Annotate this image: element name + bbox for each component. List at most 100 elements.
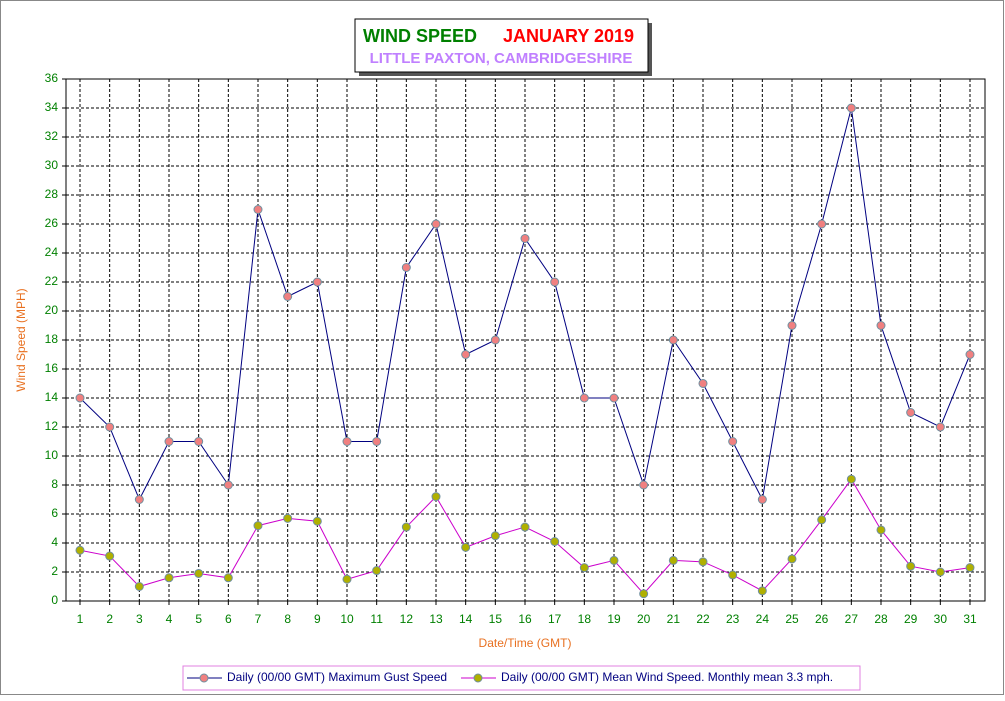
y-axis-label: Wind Speed (MPH) [14, 288, 28, 391]
data-point [935, 567, 945, 577]
x-tick-label: 25 [785, 612, 799, 626]
data-point [906, 561, 916, 571]
x-tick-label: 14 [459, 612, 473, 626]
y-tick-label: 34 [45, 100, 59, 114]
title-box [354, 18, 649, 73]
y-tick-label: 22 [45, 274, 59, 288]
x-tick-label: 3 [136, 612, 143, 626]
data-point [342, 574, 352, 584]
x-tick-label: 15 [489, 612, 503, 626]
x-tick-label: 17 [548, 612, 562, 626]
data-point [817, 515, 827, 525]
data-point [164, 437, 174, 446]
y-tick-label: 0 [51, 593, 58, 607]
y-tick-label: 28 [45, 187, 59, 201]
data-point [223, 480, 233, 490]
x-tick-label: 13 [429, 612, 443, 626]
x-axis-label: Date/Time (GMT) [479, 636, 572, 650]
data-point [520, 234, 530, 243]
data-point [639, 589, 649, 599]
y-tick-label: 12 [45, 419, 59, 433]
x-tick-label: 31 [963, 612, 977, 626]
x-tick-label: 29 [904, 612, 918, 626]
data-point [223, 573, 233, 583]
y-tick-label: 24 [45, 245, 59, 259]
data-point [194, 437, 204, 446]
data-point [757, 586, 767, 596]
x-tick-label: 10 [340, 612, 354, 626]
data-point [520, 522, 530, 532]
data-point [312, 516, 322, 526]
y-tick-label: 36 [45, 71, 59, 85]
data-point [283, 292, 293, 301]
data-point [253, 205, 263, 214]
y-tick-label: 26 [45, 216, 59, 230]
x-tick-label: 12 [400, 612, 414, 626]
x-tick-label: 30 [934, 612, 948, 626]
y-tick-label: 20 [45, 303, 59, 317]
legend-marker [199, 673, 209, 683]
x-tick-label: 26 [815, 612, 829, 626]
x-tick-label: 4 [166, 612, 173, 626]
data-point [105, 422, 115, 432]
data-point [75, 393, 85, 403]
data-point [342, 437, 352, 446]
data-point [965, 563, 975, 573]
data-point [461, 350, 471, 359]
y-tick-label: 4 [51, 535, 58, 549]
data-point [965, 350, 975, 359]
data-point [698, 557, 708, 567]
x-tick-label: 18 [578, 612, 592, 626]
data-point [105, 551, 115, 561]
x-tick-label: 8 [284, 612, 291, 626]
x-tick-label: 6 [225, 612, 232, 626]
data-point [668, 335, 678, 345]
data-point [668, 555, 678, 565]
data-point [431, 492, 441, 502]
data-point [550, 537, 560, 547]
data-point [639, 480, 649, 490]
x-tick-label: 22 [696, 612, 710, 626]
data-point [372, 566, 382, 576]
data-point [876, 321, 886, 330]
y-tick-label: 32 [45, 129, 59, 143]
y-tick-label: 30 [45, 158, 59, 172]
x-tick-label: 1 [77, 612, 84, 626]
legend-label: Daily (00/00 GMT) Maximum Gust Speed [227, 670, 447, 684]
data-point [817, 219, 827, 229]
plot-border [65, 78, 986, 602]
legend-marker [473, 673, 483, 683]
data-point [550, 277, 560, 287]
data-point [787, 554, 797, 564]
data-point [609, 393, 619, 403]
x-tick-label: 23 [726, 612, 740, 626]
chart-title: WIND SPEED [363, 26, 477, 46]
data-point [757, 495, 767, 504]
x-tick-label: 16 [518, 612, 532, 626]
data-point [609, 555, 619, 565]
data-point [935, 422, 945, 432]
x-tick-label: 28 [874, 612, 888, 626]
data-point [846, 103, 856, 113]
data-point [579, 563, 589, 573]
y-tick-label: 6 [51, 506, 58, 520]
x-tick-label: 24 [756, 612, 770, 626]
data-point [846, 474, 856, 484]
data-point [194, 568, 204, 578]
x-tick-label: 5 [195, 612, 202, 626]
x-tick-label: 19 [607, 612, 621, 626]
data-point [787, 321, 797, 330]
y-tick-label: 18 [45, 332, 59, 346]
data-point [728, 570, 738, 580]
data-point [431, 219, 441, 229]
data-point [134, 582, 144, 591]
data-point [75, 545, 85, 555]
y-tick-label: 10 [45, 448, 59, 462]
data-point [283, 513, 293, 523]
y-tick-label: 8 [51, 477, 58, 491]
data-point [698, 379, 708, 388]
data-point [490, 531, 500, 541]
y-tick-label: 16 [45, 361, 59, 375]
